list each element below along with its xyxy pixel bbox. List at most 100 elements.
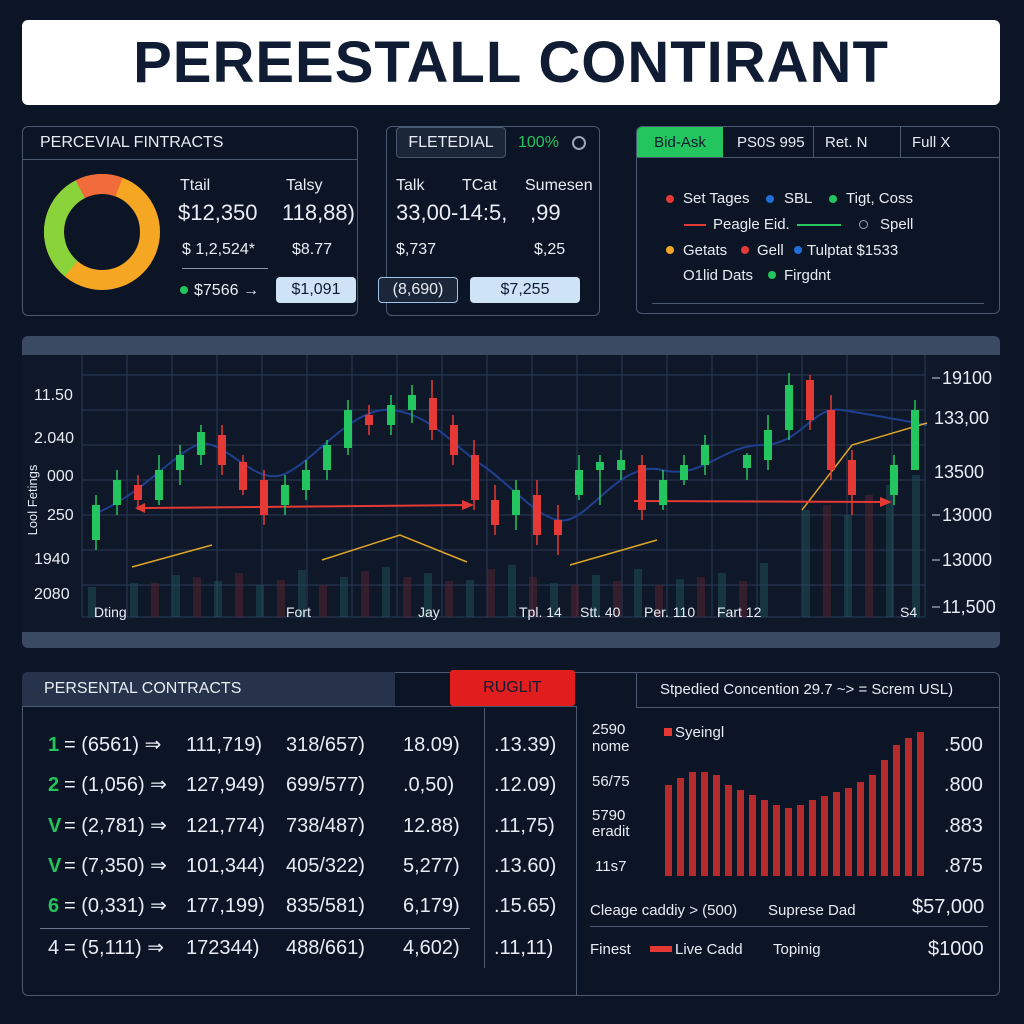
tab[interactable]: PS0S 995 — [737, 134, 805, 151]
left-label: 11s7 — [595, 858, 627, 875]
row-cell: .15.65) — [494, 895, 557, 917]
x-axis-label: Stt. 40 — [580, 604, 621, 620]
sub-value: $ 1,2,524* — [182, 241, 255, 258]
legend-dot — [766, 195, 774, 203]
x-axis-label: Fart 12 — [717, 604, 762, 620]
summary-panel — [22, 126, 358, 316]
left-label: nome — [592, 738, 630, 755]
column-header: TCat — [462, 177, 497, 194]
bars — [665, 732, 924, 876]
main-value: $12,350 — [178, 200, 258, 225]
right-axis-label: 11,500 — [942, 597, 996, 617]
row-cell: 699/577) — [286, 774, 365, 796]
x-axis-label: Tpl. 14 — [519, 604, 562, 620]
left-axis-label: 000 — [47, 468, 74, 485]
status-dot — [180, 286, 188, 294]
legend-line — [797, 224, 841, 226]
right-axis-label: 13000 — [942, 550, 992, 570]
legend-dot — [741, 246, 749, 254]
section-title-bar — [636, 672, 1000, 708]
footer-value: $7566 → — [194, 282, 259, 299]
donut-segment — [44, 174, 160, 290]
left-axis-label: 11.50 — [34, 387, 73, 404]
legend-label: Firgdnt — [784, 267, 831, 284]
row-cell: 738/487) — [286, 815, 365, 837]
legend-dot — [666, 246, 674, 254]
legend-dot — [768, 271, 776, 279]
row-cell: 405/322) — [286, 855, 365, 877]
row-cell: 4,602) — [403, 937, 460, 959]
row-cell: .13.39) — [494, 734, 557, 756]
legend-label: Spell — [880, 216, 914, 233]
row-cell: 12.88) — [403, 815, 460, 837]
summary-title-bar — [22, 126, 358, 160]
tab[interactable]: 100% — [518, 134, 559, 151]
left-label: 56/75 — [592, 773, 630, 790]
trend-line — [131, 422, 928, 568]
divider — [576, 706, 577, 996]
right-label: .500 — [944, 734, 983, 756]
row-cell: 127,949) — [186, 774, 265, 796]
legend-dot — [666, 195, 674, 203]
right-axis-label: 13500 — [934, 462, 984, 482]
legend-label: Tulptat $1533 — [807, 242, 899, 259]
tab[interactable]: FLETEDIAL — [396, 127, 506, 158]
row-key: 2 — [48, 774, 60, 796]
row-cell: 318/657) — [286, 734, 365, 756]
row-cell: .11,75) — [494, 815, 555, 837]
divider — [484, 708, 485, 968]
legend-dot — [794, 246, 802, 254]
tab[interactable]: Ret. N — [825, 134, 868, 151]
row-cell: 6,179) — [403, 895, 460, 917]
row-key: V — [48, 855, 62, 877]
main-value: 33,00-14:5, — [396, 200, 508, 225]
row-ref: = (2,781) ⇒ — [64, 815, 167, 837]
row-key: 4 — [48, 937, 60, 959]
detail-panel — [386, 126, 600, 316]
footer-label: Cleage caddiy > (500) — [590, 902, 738, 919]
right-label: .875 — [944, 855, 983, 877]
legend-label: Syeingl — [675, 724, 725, 741]
footer-label: Suprese Dad — [768, 902, 856, 919]
divider — [652, 303, 984, 304]
candle-bodies-down — [134, 380, 856, 535]
row-cell: .13.60) — [494, 855, 557, 877]
legend-label: Peagle Eid. — [713, 216, 790, 233]
tab[interactable]: Full X — [912, 134, 951, 151]
legend-label: Gell — [757, 242, 784, 259]
left-axis-label: 2080 — [34, 586, 70, 603]
left-axis-label: 250 — [47, 507, 74, 524]
row-key: V — [48, 815, 62, 837]
x-axis-label: Per. 110 — [644, 604, 695, 620]
sub-value: $8.77 — [292, 241, 333, 258]
row-cell: 18.09) — [403, 734, 460, 756]
tab[interactable]: Bid-Ask — [637, 127, 723, 157]
row-cell: .0,50) — [403, 774, 455, 796]
left-label: 5790 — [592, 807, 626, 824]
donut — [43, 174, 160, 290]
row-cell: .12.09) — [494, 774, 557, 796]
row-cell: 488/661) — [286, 937, 365, 959]
axis-ticks — [932, 377, 940, 608]
right-axis-label: 133,00 — [934, 408, 989, 428]
main-chart: Lool Fetings 11.50 2.040 000 250 1940 20… — [22, 355, 1000, 632]
action-button[interactable]: RUGLIT — [450, 670, 575, 706]
row-cell: .11,11) — [494, 937, 554, 959]
divider — [22, 706, 576, 707]
row-cell: 172344) — [186, 937, 260, 959]
row-cell: 5,277) — [403, 855, 460, 877]
left-label: eradit — [592, 823, 630, 840]
row-ref: = (7,350) ⇒ — [64, 855, 167, 877]
right-axis-label: 19100 — [942, 368, 992, 388]
x-axis-label: Fort — [286, 604, 311, 620]
section-title: PERSENTAL CONTRACTS — [44, 680, 242, 697]
row-cell: 835/581) — [286, 895, 365, 917]
x-axis-label: S4 — [900, 604, 917, 620]
row-ref: = (6561) ⇒ — [64, 734, 162, 756]
panel-title: PERCEVIAL FINTRACTS — [40, 134, 224, 151]
right-label: .883 — [944, 815, 983, 837]
tab-bar — [636, 126, 1000, 158]
header: PEREESTALL CONTIRANT — [22, 20, 1000, 105]
row-cell: 101,344) — [186, 855, 265, 877]
